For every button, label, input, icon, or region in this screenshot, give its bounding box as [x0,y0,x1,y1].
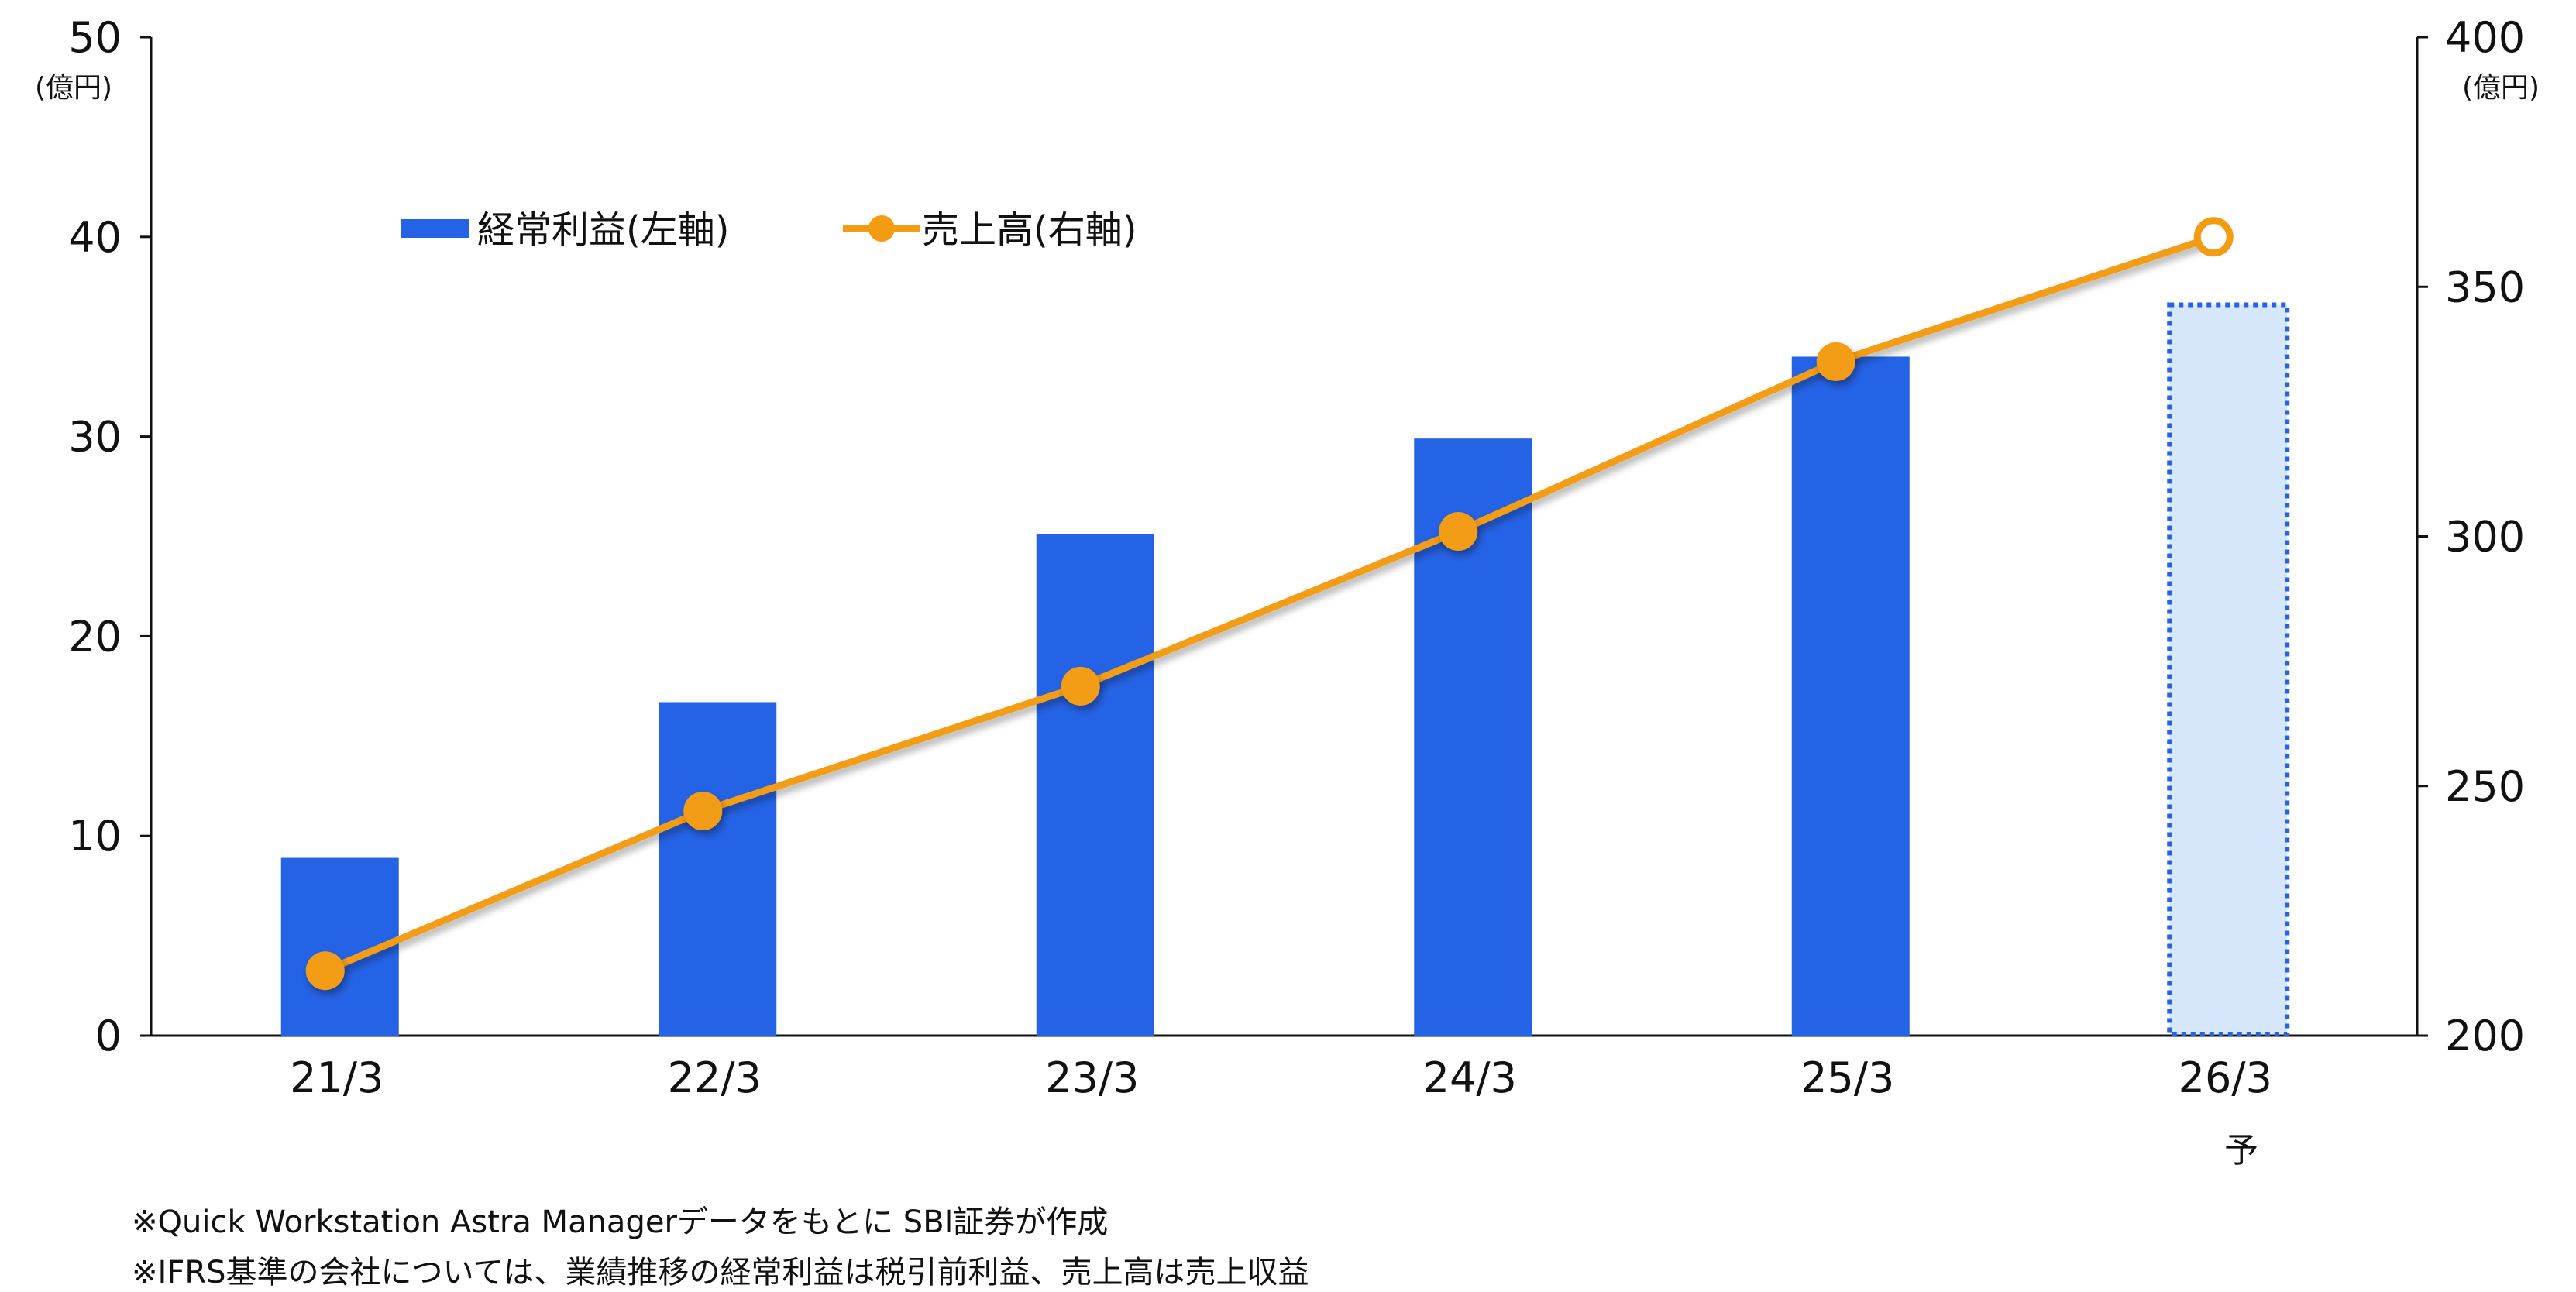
line-path [323,233,2215,974]
bar-forecast [2167,302,2290,1036]
category-label: 24/3 [1423,1053,1517,1102]
forecast-marker: 予 [2224,1131,2258,1170]
right-tick-label: 250 [2445,762,2525,811]
right-axis-ticks: 200 250 300 350 400 [2417,13,2525,1060]
left-tick-label: 50 [68,13,122,62]
left-tick-label: 20 [68,612,122,661]
ifrs-note: ※IFRS基準の会社については、業績推移の経常利益は税引前利益、売上高は売上収益 [132,1255,1309,1290]
line-point-forecast [2193,217,2234,257]
left-tick-label: 10 [68,812,122,861]
left-tick-label: 30 [68,413,122,462]
line-point [1816,342,1855,381]
right-tick-label: 300 [2445,513,2525,562]
category-label: 25/3 [1800,1053,1894,1102]
right-axis-unit: (億円) [2462,72,2540,104]
legend-line-label: 売上高(右軸) [922,208,1137,252]
legend-bar-swatch [401,219,469,238]
left-tick-label: 0 [95,1012,122,1060]
category-label: 21/3 [290,1053,383,1102]
left-axis-unit: (億円) [35,72,112,104]
left-tick-label: 40 [68,213,122,262]
bar-series [280,302,2290,1036]
source-note: ※Quick Workstation Astra Managerデータをもとに … [132,1204,1109,1240]
bar [1791,356,1910,1036]
right-tick-label: 400 [2445,13,2525,62]
line-point [305,951,345,991]
category-label: 26/3 [2179,1053,2272,1102]
left-axis-ticks: 0 10 20 30 40 50 [68,13,151,1060]
legend-line-marker [868,215,895,242]
line-point [1439,512,1478,552]
legend-bar-label: 経常利益(左軸) [477,208,729,252]
right-tick-label: 200 [2445,1012,2525,1060]
right-tick-label: 350 [2445,263,2525,311]
legend: 経常利益(左軸) 売上高(右軸) [401,208,1137,252]
bar [659,702,777,1036]
category-label: 23/3 [1045,1053,1139,1102]
line-point [683,791,723,830]
bar [1036,534,1154,1036]
line-point [1061,666,1100,706]
category-labels: 21/3 22/3 23/3 24/3 25/3 26/3 [290,1053,2272,1102]
line-series [305,217,2234,991]
category-label: 22/3 [668,1053,762,1102]
